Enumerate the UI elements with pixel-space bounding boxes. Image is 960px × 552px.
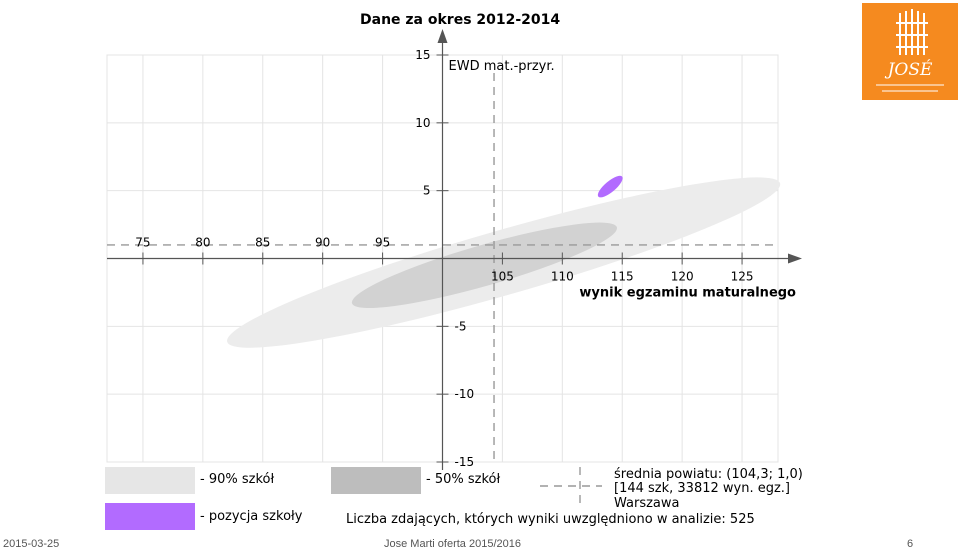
- x-tick-label: 85: [255, 236, 270, 250]
- x-tick-label: 90: [315, 236, 330, 250]
- y-tick-label: 10: [415, 116, 430, 130]
- x-axis-arrow-icon: [788, 253, 802, 264]
- x-axis-label: wynik egzaminu maturalnego: [579, 286, 796, 301]
- logo-emblem-icon: JOSÉ: [876, 9, 944, 92]
- x-tick-label: 80: [195, 236, 210, 250]
- y-tick-label: -15: [455, 455, 475, 469]
- legend-label-50: - 50% szkół: [426, 472, 501, 487]
- x-tick-label: 75: [135, 236, 150, 250]
- footer-date: 2015-03-25: [3, 538, 60, 550]
- ellipse-50-percent: [351, 222, 618, 309]
- chart-title: Dane za okres 2012-2014: [360, 12, 561, 28]
- x-tick-label: 120: [671, 270, 694, 284]
- y-axis-arrow-icon: [437, 29, 448, 43]
- y-tick-label: 5: [423, 184, 431, 198]
- logo: JOSÉ: [862, 3, 958, 100]
- tick-labels: 75 80 85 90 95 105 110 115 120 125 5 10 15 -5 -10 -15 EW…: [135, 48, 796, 469]
- y-tick-label: -5: [455, 319, 467, 333]
- footer-page-number: 6: [907, 538, 914, 550]
- legend-mean-line3: Warszawa: [614, 496, 680, 511]
- legend-label-90: - 90% szkół: [200, 472, 275, 487]
- legend-mean-line2: [144 szk, 33812 wyn. egz.]: [614, 481, 791, 496]
- legend-marks: [540, 467, 602, 505]
- legend-swatch-school: [105, 503, 195, 530]
- legend-label-school: - pozycja szkoły: [200, 509, 303, 524]
- logo-text: JOSÉ: [885, 59, 933, 80]
- axes: [107, 29, 802, 470]
- mean-lines: [107, 73, 778, 462]
- x-tick-label: 115: [611, 270, 634, 284]
- x-tick-label: 105: [491, 270, 514, 284]
- school-position-mark: [597, 175, 623, 198]
- x-tick-label: 110: [551, 270, 574, 284]
- x-tick-label: 95: [375, 236, 390, 250]
- analysis-count-note: Liczba zdających, których wyniki uwzględ…: [346, 512, 755, 527]
- footer-center: Jose Marti oferta 2015/2016: [384, 538, 521, 550]
- legend-swatch-90: [105, 467, 195, 494]
- legend-swatch-50: [331, 467, 421, 494]
- x-tick-label: 125: [731, 270, 754, 284]
- y-axis-label: EWD mat.-przyr.: [449, 59, 555, 74]
- legend-mean-line1: średnia powiatu: (104,3; 1,0): [614, 467, 803, 482]
- ellipses-layer: [227, 175, 781, 348]
- y-tick-label: -10: [455, 387, 475, 401]
- y-tick-label: 15: [415, 48, 430, 62]
